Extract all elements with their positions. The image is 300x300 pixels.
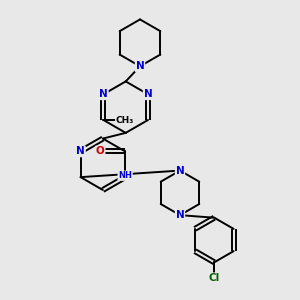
Text: CH₃: CH₃ — [116, 116, 134, 124]
Text: NH: NH — [118, 171, 132, 180]
Text: N: N — [76, 146, 85, 156]
Text: N: N — [99, 89, 108, 99]
Text: Cl: Cl — [209, 273, 220, 283]
Text: O: O — [96, 146, 105, 156]
Text: N: N — [136, 61, 144, 71]
Text: N: N — [144, 89, 152, 99]
Text: N: N — [176, 210, 184, 220]
Text: N: N — [176, 166, 184, 176]
